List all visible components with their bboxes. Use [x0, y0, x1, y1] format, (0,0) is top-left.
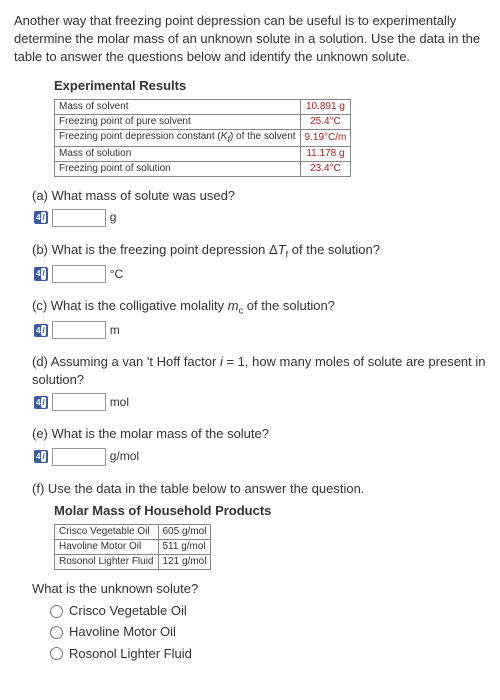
- question-f-label: (f) Use the data in the table below to a…: [32, 480, 486, 498]
- row-value: 9.19°C/m: [300, 129, 351, 146]
- results-title: Experimental Results: [54, 77, 486, 95]
- unit-label: g: [110, 209, 117, 226]
- results-table: Mass of solvent10.891 g Freezing point o…: [54, 99, 351, 177]
- answer-c-input[interactable]: [52, 321, 106, 339]
- row-label: Rosonol Lighter Fluid: [55, 555, 159, 570]
- question-e-label: (e) What is the molar mass of the solute…: [32, 425, 486, 443]
- unit-label: °C: [110, 266, 123, 283]
- molar-title: Molar Mass of Household Products: [54, 502, 486, 520]
- final-prompt: What is the unknown solute?: [32, 580, 486, 598]
- row-label: Crisco Vegetable Oil: [55, 525, 159, 540]
- unit-label: m: [110, 322, 120, 339]
- tries-icon: 4/: [34, 211, 48, 224]
- intro-text: Another way that freezing point depressi…: [14, 12, 486, 67]
- row-label: Mass of solution: [55, 146, 301, 161]
- row-value: 10.891 g: [300, 99, 351, 114]
- molar-table: Crisco Vegetable Oil605 g/mol Havoline M…: [54, 524, 211, 570]
- table-row: Mass of solution11.178 g: [55, 146, 351, 161]
- radio-option-rosonol[interactable]: Rosonol Lighter Fluid: [50, 645, 486, 663]
- radio-input[interactable]: [50, 605, 63, 618]
- row-value: 23.4°C: [300, 161, 351, 176]
- row-label: Freezing point depression constant (Kf) …: [55, 129, 301, 146]
- table-row: Freezing point of solution23.4°C: [55, 161, 351, 176]
- radio-label: Rosonol Lighter Fluid: [69, 645, 192, 663]
- table-row: Mass of solvent10.891 g: [55, 99, 351, 114]
- question-c-label: (c) What is the colligative molality mc …: [32, 297, 486, 317]
- answer-e-input[interactable]: [52, 448, 106, 466]
- unit-label: mol: [110, 394, 129, 411]
- row-value: 511 g/mol: [158, 540, 211, 555]
- unit-label: g/mol: [110, 448, 139, 465]
- radio-group: Crisco Vegetable Oil Havoline Motor Oil …: [50, 602, 486, 663]
- row-label: Havoline Motor Oil: [55, 540, 159, 555]
- question-a-label: (a) What mass of solute was used?: [32, 187, 486, 205]
- radio-label: Crisco Vegetable Oil: [69, 602, 187, 620]
- tries-icon: 4/: [34, 396, 48, 409]
- row-label: Mass of solvent: [55, 99, 301, 114]
- row-value: 121 g/mol: [158, 555, 211, 570]
- answer-a-input[interactable]: [52, 209, 106, 227]
- row-value: 25.4°C: [300, 114, 351, 129]
- question-b-label: (b) What is the freezing point depressio…: [32, 241, 486, 261]
- tries-icon: 4/: [34, 267, 48, 280]
- radio-option-crisco[interactable]: Crisco Vegetable Oil: [50, 602, 486, 620]
- table-row: Freezing point depression constant (Kf) …: [55, 129, 351, 146]
- row-value: 11.178 g: [300, 146, 351, 161]
- tries-icon: 4/: [34, 450, 48, 463]
- row-value: 605 g/mol: [158, 525, 211, 540]
- table-row: Havoline Motor Oil511 g/mol: [55, 540, 211, 555]
- table-row: Crisco Vegetable Oil605 g/mol: [55, 525, 211, 540]
- table-row: Freezing point of pure solvent25.4°C: [55, 114, 351, 129]
- answer-b-input[interactable]: [52, 265, 106, 283]
- radio-input[interactable]: [50, 626, 63, 639]
- radio-option-havoline[interactable]: Havoline Motor Oil: [50, 623, 486, 641]
- question-d-label: (d) Assuming a van 't Hoff factor i = 1,…: [32, 353, 486, 389]
- row-label: Freezing point of solution: [55, 161, 301, 176]
- radio-input[interactable]: [50, 647, 63, 660]
- tries-icon: 4/: [34, 324, 48, 337]
- radio-label: Havoline Motor Oil: [69, 623, 176, 641]
- answer-d-input[interactable]: [52, 393, 106, 411]
- row-label: Freezing point of pure solvent: [55, 114, 301, 129]
- table-row: Rosonol Lighter Fluid121 g/mol: [55, 555, 211, 570]
